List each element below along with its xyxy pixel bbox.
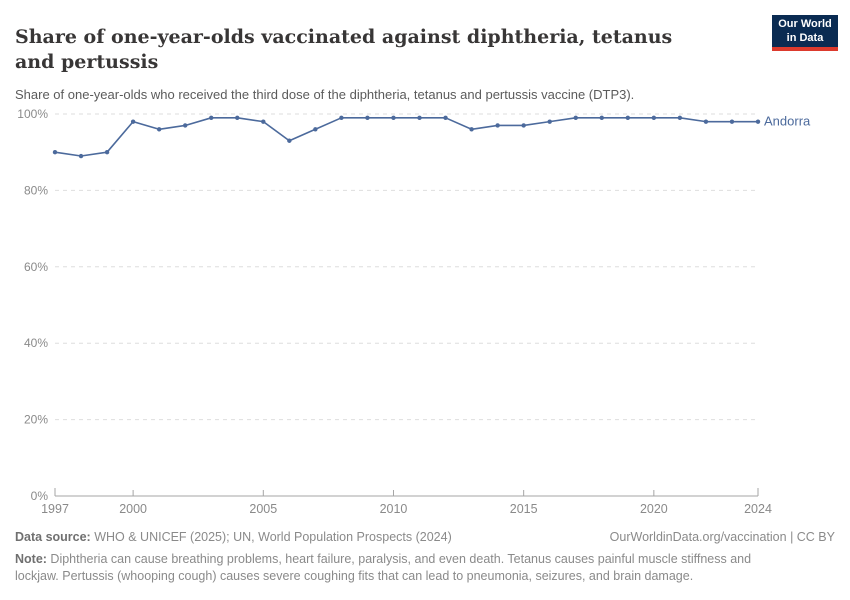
series-line[interactable] <box>54 117 758 157</box>
x-tick-label: 2020 <box>640 502 668 516</box>
data-point[interactable] <box>573 115 578 121</box>
citation-link[interactable]: OurWorldinData.org/vaccination | CC BY <box>609 530 835 544</box>
data-source-text: WHO & UNICEF (2025); UN, World Populatio… <box>90 530 452 544</box>
y-tick-label: 40% <box>24 336 48 350</box>
owid-logo-line2: in Data <box>786 32 824 44</box>
y-tick-label: 20% <box>24 413 48 427</box>
data-point[interactable] <box>443 115 448 121</box>
note-text: Diphtheria can cause breathing problems,… <box>15 552 752 584</box>
data-point[interactable] <box>755 119 761 124</box>
note-line: Note: Diphtheria can cause breathing pro… <box>15 551 773 586</box>
y-tick-label: 0% <box>31 489 49 503</box>
owid-logo-line1: Our World <box>778 17 832 30</box>
data-point[interactable] <box>287 138 292 143</box>
data-point[interactable] <box>729 119 735 124</box>
data-point[interactable] <box>313 127 318 132</box>
x-tick-label: 2005 <box>249 502 277 516</box>
data-point[interactable] <box>78 153 84 159</box>
chart-footer: Data source: WHO & UNICEF (2025); UN, Wo… <box>15 530 835 586</box>
x-tick-label: 2015 <box>510 502 538 516</box>
data-point[interactable] <box>339 115 344 121</box>
series-label[interactable]: Andorra <box>764 114 811 129</box>
data-point[interactable] <box>209 115 214 121</box>
page-subtitle: Share of one-year-olds who received the … <box>15 87 635 102</box>
data-point[interactable] <box>235 115 240 121</box>
data-point[interactable] <box>104 150 110 155</box>
data-point[interactable] <box>130 119 136 124</box>
y-tick-label: 60% <box>24 260 48 274</box>
data-point[interactable] <box>547 119 552 124</box>
x-tick-label: 2010 <box>380 502 408 516</box>
data-point[interactable] <box>182 123 188 128</box>
data-source-line: Data source: WHO & UNICEF (2025); UN, Wo… <box>15 530 452 544</box>
owid-logo[interactable]: Our World in Data <box>772 15 838 51</box>
data-point[interactable] <box>52 150 58 155</box>
line-chart[interactable]: 0% 20% 40% 60% 80% 100% 1997 2000 2005 2010 2015 20… <box>0 98 850 523</box>
y-tick-label: 80% <box>24 183 48 197</box>
note-label: Note: <box>15 552 47 566</box>
x-tick-label: 1997 <box>41 502 69 516</box>
data-point[interactable] <box>677 115 683 121</box>
page-title: Share of one-year-olds vaccinated agains… <box>15 25 673 74</box>
data-point[interactable] <box>599 115 604 121</box>
data-point[interactable] <box>521 123 526 128</box>
x-tick-label: 2000 <box>119 502 147 516</box>
data-point[interactable] <box>651 115 657 121</box>
x-tick-label: 2024 <box>744 502 772 516</box>
data-point[interactable] <box>417 115 422 121</box>
data-point[interactable] <box>495 123 500 128</box>
y-tick-label: 100% <box>17 107 48 121</box>
footer-source-row: Data source: WHO & UNICEF (2025); UN, Wo… <box>15 530 835 544</box>
data-source-label: Data source: <box>15 530 91 544</box>
data-point[interactable] <box>703 119 709 124</box>
data-point[interactable] <box>365 115 370 121</box>
data-point[interactable] <box>156 127 162 132</box>
data-point[interactable] <box>469 127 474 132</box>
data-point[interactable] <box>625 115 631 121</box>
data-point[interactable] <box>391 115 396 121</box>
data-point[interactable] <box>261 119 266 124</box>
